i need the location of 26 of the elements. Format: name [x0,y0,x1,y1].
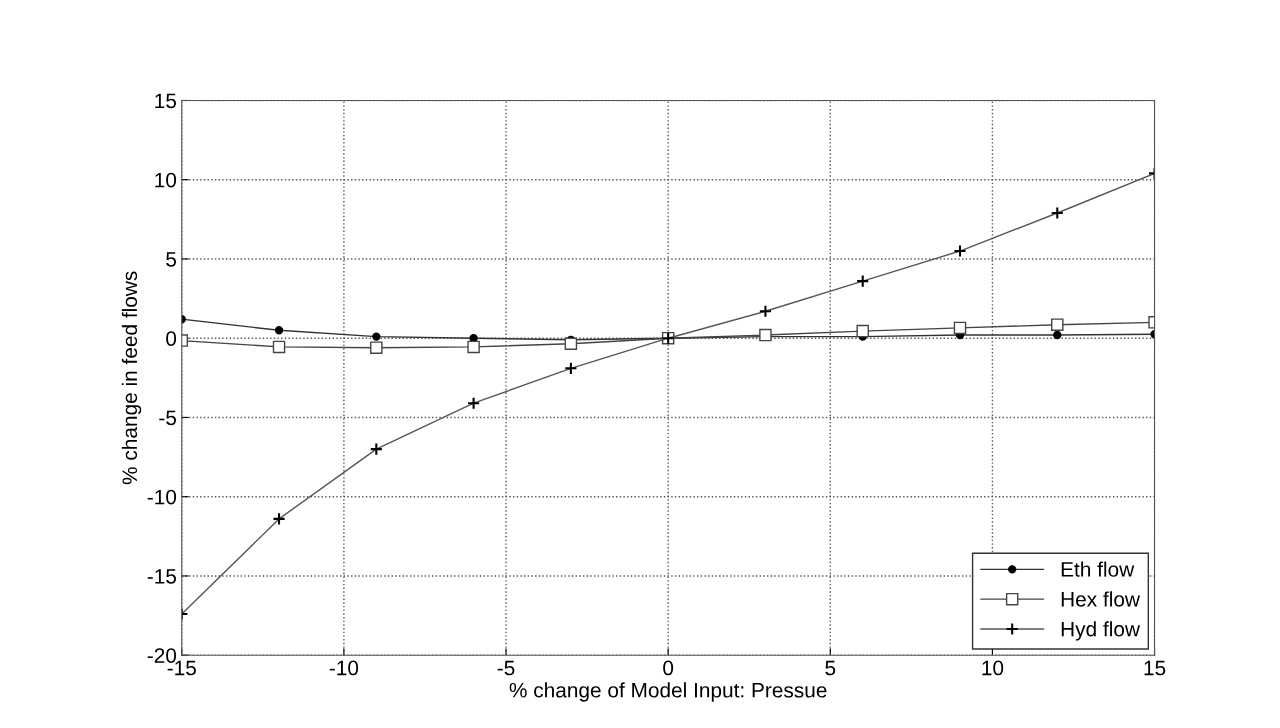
x-tick-label: -10 [329,660,359,676]
y-tick-label: -5 [159,410,177,426]
x-tick-label: 0 [663,660,674,676]
x-tick-label: -5 [497,660,515,676]
y-tick-label: -10 [147,489,177,505]
y-axis-title: % change in feed flows [121,271,142,485]
point [467,340,480,354]
y-tick-label: -15 [147,569,177,584]
point [1051,318,1064,331]
legend-label: Eth flow [1061,561,1135,577]
point [370,341,383,354]
y-tick-label: 15 [155,93,177,109]
point [272,340,286,354]
y-tick-label: 0 [166,331,177,346]
y-tick-label: 5 [166,252,177,267]
point [759,328,772,342]
legend-label: Hex flow [1061,591,1141,607]
legend-label: Hyd flow [1061,621,1141,641]
point [856,324,869,338]
point [564,337,578,351]
x-tick-label: 5 [825,660,836,676]
x-tick-label: 10 [982,660,1004,676]
y-tick-label: 10 [155,172,177,188]
x-axis-title: % change of Model Input: Pressue [509,682,827,702]
x-tick-label: 15 [1144,660,1166,676]
point [953,321,967,335]
